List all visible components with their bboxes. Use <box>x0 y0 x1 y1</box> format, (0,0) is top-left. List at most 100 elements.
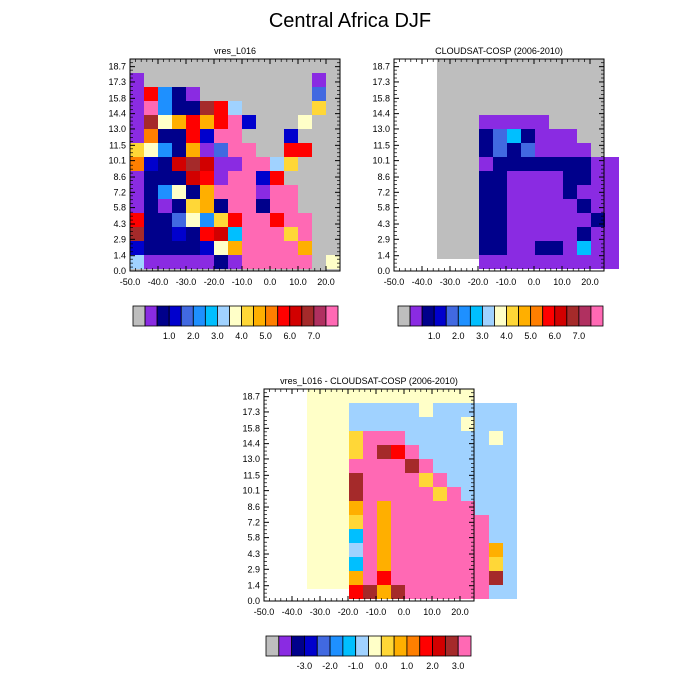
data-cell <box>130 87 144 101</box>
data-cell <box>433 431 447 445</box>
data-cell <box>228 143 242 157</box>
x-tick-label: -20.0 <box>204 277 225 287</box>
data-cell <box>563 129 577 143</box>
data-cell <box>242 157 256 171</box>
data-cell <box>605 255 619 269</box>
data-cell <box>144 101 158 115</box>
colorbar-swatch <box>355 635 369 657</box>
data-cell <box>326 255 340 269</box>
data-cell <box>186 227 200 241</box>
colorbar-swatch <box>393 635 408 657</box>
colorbar-swatch <box>277 305 291 327</box>
colorbar-label: 6.0 <box>549 331 562 341</box>
data-cell <box>363 515 377 529</box>
data-cell <box>433 459 447 473</box>
data-cell <box>214 241 228 255</box>
x-tick-label: -10.0 <box>232 277 253 287</box>
data-cell <box>228 101 242 115</box>
data-cell <box>577 171 591 185</box>
data-cell <box>433 585 447 599</box>
data-cell <box>130 115 144 129</box>
data-cell <box>242 227 256 241</box>
colorbar-swatch <box>304 635 318 657</box>
data-cell <box>242 115 256 129</box>
y-tick-label: 4.3 <box>377 219 390 229</box>
data-cell <box>433 487 447 501</box>
x-tick-label: 20.0 <box>451 607 469 617</box>
data-cell <box>391 445 405 459</box>
data-cell <box>493 255 507 269</box>
data-cell <box>377 417 391 431</box>
data-cell <box>563 157 577 171</box>
data-cell <box>405 515 419 529</box>
data-cell <box>447 459 461 473</box>
colorbar-swatch <box>301 305 315 327</box>
data-cell <box>535 213 549 227</box>
data-cell <box>377 543 391 557</box>
data-cell <box>391 431 405 445</box>
x-tick-label: 0.0 <box>398 607 411 617</box>
data-cell <box>433 529 447 543</box>
x-tick-label: 10.0 <box>289 277 307 287</box>
colorbar-label: 2.0 <box>452 331 465 341</box>
data-cell <box>172 255 186 269</box>
data-cell <box>391 543 405 557</box>
data-cell <box>489 515 503 529</box>
data-cell <box>363 571 377 585</box>
data-cell <box>549 255 563 269</box>
colorbar-swatch <box>518 305 532 327</box>
data-cell <box>475 431 489 445</box>
data-cell <box>270 227 284 241</box>
data-cell <box>186 115 200 129</box>
data-cell <box>419 417 433 431</box>
colorbar-swatch <box>253 305 267 327</box>
data-cell <box>549 185 563 199</box>
data-cell <box>172 143 186 157</box>
colorbar-label: 3.0 <box>452 661 465 671</box>
colorbar-label: 2.0 <box>426 661 439 671</box>
data-cell <box>200 227 214 241</box>
data-cell <box>419 459 433 473</box>
data-cell <box>242 241 256 255</box>
data-cell <box>475 557 489 571</box>
data-cell <box>535 227 549 241</box>
data-cell <box>349 431 363 445</box>
y-tick-label: 13.0 <box>372 124 390 134</box>
data-cell <box>503 403 517 417</box>
data-cell <box>214 171 228 185</box>
colorbar-swatch <box>132 305 146 327</box>
y-tick-label: 15.8 <box>372 93 390 103</box>
y-tick-label: 13.0 <box>108 124 126 134</box>
data-cell <box>419 557 433 571</box>
data-cell <box>605 241 619 255</box>
data-cell <box>405 431 419 445</box>
x-tick-label: -50.0 <box>120 277 141 287</box>
y-tick-label: 14.4 <box>372 109 390 119</box>
data-cell <box>535 115 549 129</box>
colorbar-swatch <box>156 305 170 327</box>
data-cell <box>605 157 619 171</box>
data-cell <box>605 171 619 185</box>
data-cell <box>363 403 377 417</box>
data-cell <box>158 157 172 171</box>
data-cell <box>242 255 256 269</box>
data-cell <box>447 501 461 515</box>
colorbar-swatch <box>241 305 254 327</box>
data-cell <box>447 529 461 543</box>
data-cell <box>433 543 447 557</box>
data-cell <box>507 185 521 199</box>
data-cell <box>186 199 200 213</box>
data-cell <box>447 473 461 487</box>
colorbar-swatch <box>469 305 483 327</box>
y-tick-label: 10.1 <box>242 486 260 496</box>
data-cell <box>563 255 577 269</box>
data-cell <box>200 143 214 157</box>
data-cell <box>549 227 563 241</box>
data-cell <box>130 199 144 213</box>
data-cell <box>461 459 475 473</box>
data-cell <box>447 417 461 431</box>
data-cell <box>475 403 489 417</box>
colorbar-swatch <box>380 635 395 657</box>
data-cell <box>479 255 493 269</box>
data-cell <box>563 241 577 255</box>
